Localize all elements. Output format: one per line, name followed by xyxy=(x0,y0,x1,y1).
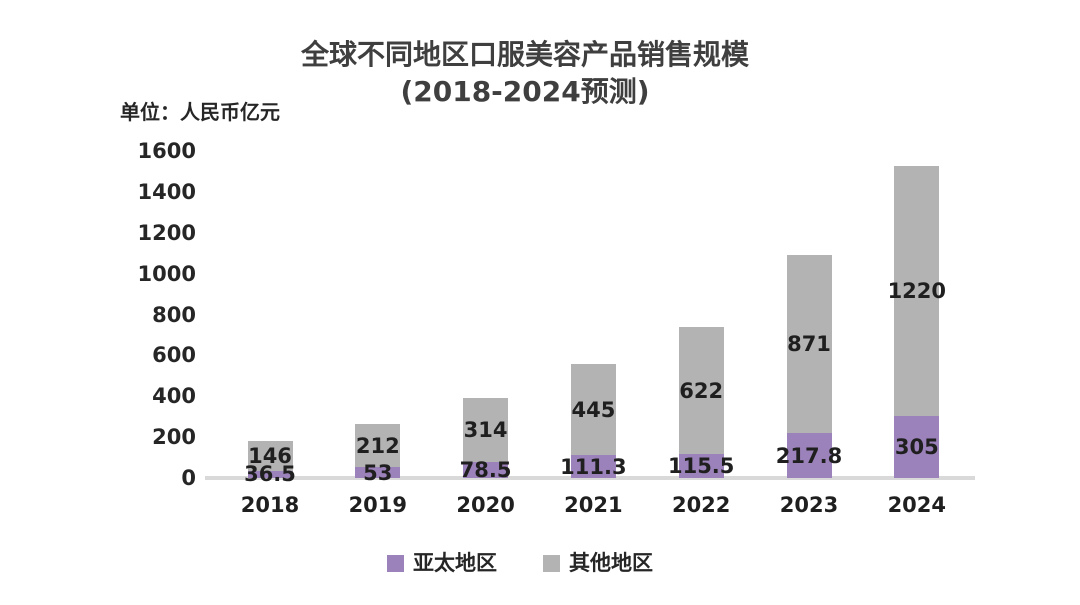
y-tick-label: 1400 xyxy=(137,179,196,204)
bar-value-label-other: 871 xyxy=(787,332,831,357)
bar-value-label-apac: 78.5 xyxy=(459,457,512,482)
bar-value-label-other: 314 xyxy=(463,417,508,442)
legend-label: 亚太地区 xyxy=(413,551,497,575)
bar-segment-other xyxy=(247,440,293,471)
chart-title-line2: (2018-2024预测) xyxy=(400,75,650,108)
legend-swatch xyxy=(543,554,560,572)
bar-segment-other xyxy=(894,166,940,416)
bar-segment-other xyxy=(678,327,724,455)
legend-item: 其他地区 xyxy=(543,551,653,575)
legend-label: 其他地区 xyxy=(569,551,653,575)
bar-segment-other xyxy=(786,255,832,434)
bar-value-label-other: 212 xyxy=(355,433,400,458)
bar-segment-apac xyxy=(678,454,724,478)
bar-segment-apac xyxy=(570,455,616,478)
x-tick-label: 2021 xyxy=(564,493,623,517)
legend-swatch xyxy=(387,554,404,572)
y-tick-label: 600 xyxy=(152,343,196,368)
chart-title: 全球不同地区口服美容产品销售规模 (2018-2024预测) xyxy=(90,36,960,110)
y-tick-label: 400 xyxy=(152,384,196,409)
bar-segment-apac xyxy=(786,433,832,478)
y-tick-label: 1000 xyxy=(137,261,196,286)
x-tick-label: 2023 xyxy=(779,493,839,517)
x-tick-label: 2022 xyxy=(671,493,731,517)
y-tick-label: 1200 xyxy=(137,220,196,245)
bar-value-label-apac: 111.3 xyxy=(560,454,627,479)
bar-value-label-other: 445 xyxy=(571,397,616,422)
unit-label: 单位：人民币亿元 xyxy=(120,100,280,124)
bar-segment-apac xyxy=(355,467,401,478)
y-tick-label: 800 xyxy=(152,302,196,327)
bar-segment-other xyxy=(463,397,509,462)
legend-item: 亚太地区 xyxy=(387,551,497,575)
bar-value-label-apac: 305 xyxy=(894,434,939,459)
x-tick-label: 2024 xyxy=(887,493,947,517)
bar-segment-other xyxy=(570,364,616,456)
bar-value-label-apac: 115.5 xyxy=(667,454,735,479)
bar-segment-other xyxy=(355,423,401,468)
legend: 亚太地区 其他地区 xyxy=(0,551,1040,575)
x-tick-label: 2020 xyxy=(456,493,515,517)
y-tick-label: 1600 xyxy=(137,139,196,163)
x-axis-line xyxy=(205,476,975,480)
bar-value-label-other: 146 xyxy=(248,443,292,468)
bar-segment-apac xyxy=(894,415,940,478)
bar-segment-apac xyxy=(247,470,293,478)
bar-value-label-other: 1220 xyxy=(887,278,947,303)
x-tick-label: 2019 xyxy=(348,493,408,517)
bar-value-label-apac: 53 xyxy=(363,460,393,485)
bar-value-label-apac: 36.5 xyxy=(244,462,296,487)
bar-value-label-apac: 217.8 xyxy=(775,443,843,468)
y-tick-label: 0 xyxy=(181,466,196,490)
y-tick-label: 200 xyxy=(152,425,196,450)
bar-value-label-other: 622 xyxy=(679,378,724,403)
bar-segment-apac xyxy=(463,461,509,478)
chart-title-line1: 全球不同地区口服美容产品销售规模 xyxy=(300,38,749,71)
x-tick-label: 2018 xyxy=(240,493,300,517)
